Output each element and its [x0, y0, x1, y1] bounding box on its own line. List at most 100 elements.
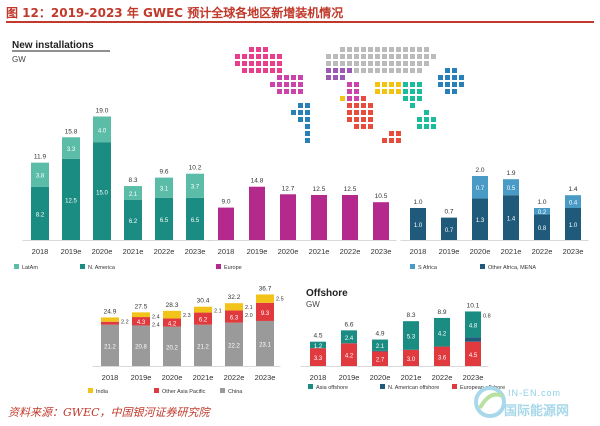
map-dot [354, 124, 359, 129]
map-dot [277, 75, 282, 80]
total-label: 9.0 [221, 199, 230, 206]
total-label: 8.3 [406, 312, 415, 319]
legend-label: Europe [224, 265, 242, 271]
map-dot [417, 47, 422, 52]
bar-segment [31, 186, 49, 240]
side-label: 2.1 [214, 309, 222, 315]
map-dot [263, 54, 268, 59]
offshore-unit: GW [306, 300, 320, 309]
map-dot [403, 96, 408, 101]
map-dot [333, 54, 338, 59]
segment-label: 3.0 [407, 357, 416, 363]
bar-segment [372, 350, 388, 352]
world-map [235, 47, 464, 143]
map-dot [396, 82, 401, 87]
side-label: 2.1 [245, 305, 253, 311]
legend-swatch [480, 264, 485, 269]
map-dot [424, 110, 429, 115]
map-dot [445, 75, 450, 80]
category-label: 2019e [61, 247, 82, 256]
map-dot [417, 117, 422, 122]
map-dot [249, 61, 254, 66]
map-dot [361, 96, 366, 101]
category-label: 2019e [247, 247, 268, 256]
total-label: 10.5 [375, 193, 388, 200]
map-dot [333, 68, 338, 73]
map-dot [291, 89, 296, 94]
map-dot [340, 68, 345, 73]
legend-label: China [228, 389, 243, 395]
bar-segment [503, 179, 519, 196]
map-dot [270, 68, 275, 73]
bar-segment [534, 208, 550, 215]
map-dot [368, 117, 373, 122]
segment-label: 0.8 [538, 226, 547, 232]
legend-swatch [380, 384, 385, 389]
map-dot [235, 54, 240, 59]
segment-label: 9.3 [261, 311, 270, 317]
bar-segment [31, 162, 49, 187]
map-dot [326, 68, 331, 73]
map-dot [417, 68, 422, 73]
total-label: 14.8 [251, 178, 264, 185]
map-dot [277, 61, 282, 66]
category-label: 2022e [224, 373, 245, 382]
map-dot [277, 68, 282, 73]
segment-label: 4.2 [168, 322, 177, 328]
segment-label: 3.6 [438, 355, 447, 361]
legend-swatch [14, 264, 19, 269]
map-dot [347, 54, 352, 59]
bar-segment [472, 198, 488, 240]
map-dot [368, 47, 373, 52]
map-dot [326, 61, 331, 66]
category-label: 2019e [339, 373, 360, 382]
legend-label: Other Africa, MENA [488, 265, 536, 271]
category-label: 2018 [102, 373, 119, 382]
total-label: 10.1 [467, 302, 480, 309]
segment-label: 4.8 [469, 323, 478, 329]
map-dot [410, 82, 415, 87]
legend-label: S Africa [418, 265, 438, 271]
segment-label: 20.8 [135, 345, 147, 351]
legend-label: Other Asia Pacific [162, 389, 206, 395]
bar-segment [132, 317, 150, 326]
side-label: 2.4 [152, 314, 160, 320]
map-dot [438, 75, 443, 80]
legend-label: LatAm [22, 265, 38, 271]
map-dot [361, 47, 366, 52]
bar-segment [218, 207, 234, 240]
source-note: 资料来源：GWEC，中国银河证券研究院 [8, 406, 210, 419]
map-dot [284, 75, 289, 80]
bar-segment [101, 321, 119, 325]
map-dot [340, 75, 345, 80]
total-label: 8.9 [437, 309, 446, 316]
bar-segment [434, 346, 450, 366]
total-label: 27.5 [135, 303, 148, 310]
map-dot [438, 82, 443, 87]
map-dot [305, 117, 310, 122]
legend-swatch [80, 264, 85, 269]
bar-segment [62, 158, 80, 240]
bar-segment [93, 116, 111, 143]
bar-segment [341, 343, 357, 366]
map-dot [361, 103, 366, 108]
map-dot [340, 61, 345, 66]
bar-segment [124, 186, 142, 200]
map-dot [284, 89, 289, 94]
segment-label: 2.1 [129, 192, 138, 198]
total-label: 24.9 [104, 308, 117, 315]
map-dot [452, 82, 457, 87]
map-dot [354, 47, 359, 52]
map-dot [375, 89, 380, 94]
map-dot [375, 68, 380, 73]
map-dot [347, 117, 352, 122]
map-dot [382, 54, 387, 59]
segment-label: 0.7 [445, 228, 454, 234]
category-label: 2021e [193, 373, 214, 382]
map-dot [424, 117, 429, 122]
segment-label: 6.2 [129, 219, 138, 225]
bar-segment [534, 214, 550, 240]
bar-segment [62, 137, 80, 159]
map-dot [249, 68, 254, 73]
map-dot [361, 68, 366, 73]
